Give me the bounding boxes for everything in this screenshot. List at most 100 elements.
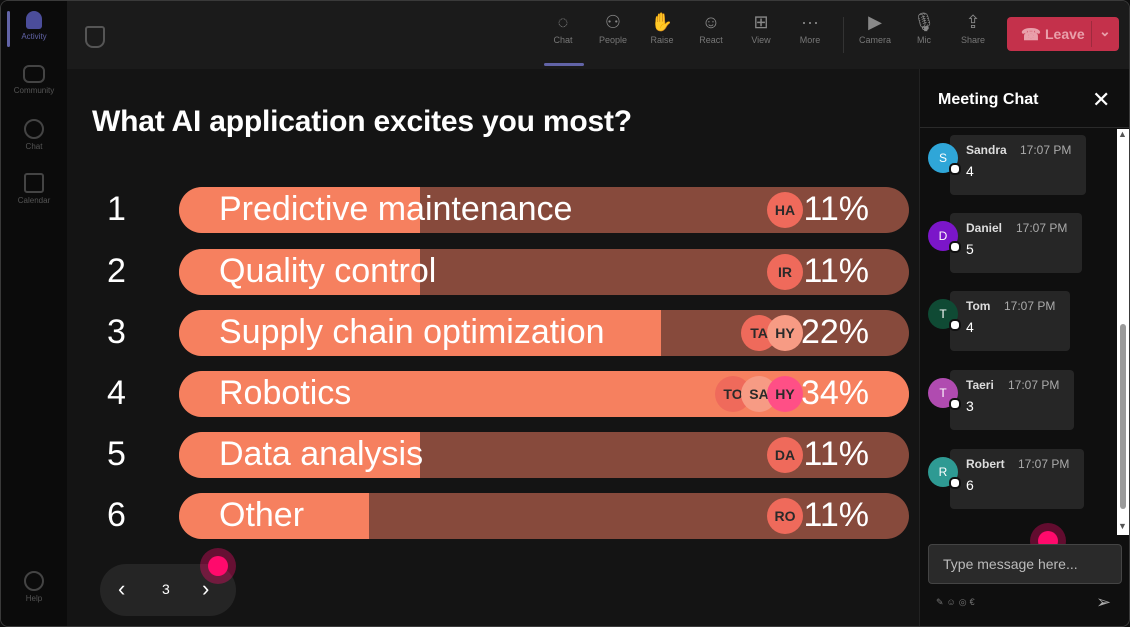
rail-item-chat[interactable]: Chat: [1, 119, 67, 151]
option-bar: Supply chain optimization TA HY 22%: [179, 310, 909, 356]
scroll-thumb[interactable]: [1120, 324, 1126, 509]
people-icon: ⚇: [604, 12, 622, 32]
chat-message[interactable]: Tom 17:07 PM 4: [950, 291, 1070, 351]
message-time: 17:07 PM: [1020, 143, 1072, 157]
rail-item-label: Calendar: [17, 196, 51, 205]
chat-icon: [24, 119, 44, 139]
more-icon: ···: [801, 12, 819, 32]
gif-icon[interactable]: ◎: [958, 597, 970, 607]
avatar-initial: S: [938, 151, 947, 165]
option-number: 5: [107, 435, 126, 473]
sticker-icon[interactable]: €: [969, 597, 978, 607]
scroll-down-icon[interactable]: ▼: [1118, 521, 1127, 531]
option-bar: Predictive maintenance HA 11%: [179, 187, 909, 233]
community-icon: [23, 65, 45, 83]
chat-scrollbar[interactable]: ▲ ▼: [1117, 129, 1129, 535]
smiley-icon: ☺: [701, 12, 721, 32]
hand-icon: ✋: [650, 12, 674, 32]
option-label: Predictive maintenance: [219, 190, 573, 228]
chat-message[interactable]: Daniel 17:07 PM 5: [950, 213, 1082, 273]
option-percentage: 11%: [803, 252, 869, 290]
chat-message[interactable]: Robert 17:07 PM 6: [950, 449, 1084, 509]
toolbar-button-label: View: [751, 35, 771, 45]
option-percentage: 34%: [800, 374, 869, 412]
presence-dot: [949, 477, 961, 489]
toolbar-button-label: Camera: [858, 35, 891, 45]
toolbar-camera-button[interactable]: ▶ Camera: [851, 9, 899, 61]
leave-button[interactable]: ☎ Leave ⌄: [1007, 17, 1119, 51]
rail-item-label: Community: [13, 86, 55, 95]
option-label: Data analysis: [219, 435, 424, 473]
shield-icon: [85, 26, 105, 48]
toolbar-people-button[interactable]: ⚇ People: [589, 9, 637, 61]
bell-icon: [26, 11, 42, 29]
message-time: 17:07 PM: [1016, 221, 1068, 235]
toolbar-raise-button[interactable]: ✋ Raise: [638, 9, 686, 61]
toolbar-react-button[interactable]: ☺ React: [687, 9, 735, 61]
toolbar-share-button[interactable]: ⇪ Share: [949, 9, 997, 61]
avatar-initial: R: [938, 465, 948, 479]
share-icon: ⇪: [965, 12, 981, 32]
avatar: D: [928, 221, 961, 253]
rail-item-activity[interactable]: Activity: [1, 11, 67, 41]
voter-avatar: HY: [767, 315, 803, 351]
avatar: R: [928, 457, 961, 489]
message-text: 6: [966, 477, 974, 493]
option-number: 2: [107, 252, 126, 290]
rail-item-label: Activity: [21, 32, 47, 41]
avatar-initial: T: [939, 307, 947, 321]
option-label: Supply chain optimization: [219, 313, 605, 351]
avatar: S: [928, 143, 961, 175]
meeting-toolbar: ◌ Chat ⚇ People ✋ Raise ☺ React ⊞ View ·…: [67, 1, 1129, 69]
rail-item-community[interactable]: Community: [1, 65, 67, 95]
emoji-icon[interactable]: ☺: [946, 597, 959, 607]
option-label: Quality control: [219, 252, 437, 290]
poll-question: What AI application excites you most?: [92, 105, 632, 138]
rail-item-calendar[interactable]: Calendar: [1, 173, 67, 205]
mic-icon: 🎙: [912, 12, 936, 32]
format-icon[interactable]: ✎: [936, 597, 947, 607]
active-tab-indicator: [544, 63, 584, 66]
message-text: 4: [966, 163, 974, 179]
formatting-icons[interactable]: ✎☺◎€: [936, 597, 978, 608]
page-number: 3: [162, 581, 170, 597]
option-bar-fill: [179, 187, 420, 233]
chat-message[interactable]: Sandra 17:07 PM 4: [950, 135, 1086, 195]
chat-divider: [920, 127, 1129, 128]
chat-title: Meeting Chat: [938, 91, 1039, 108]
chevron-right-icon[interactable]: ›: [202, 576, 210, 601]
close-icon[interactable]: ✕: [1092, 87, 1111, 112]
presence-dot: [949, 398, 961, 410]
message-author: Sandra: [966, 143, 1007, 157]
option-bar-fill: [179, 493, 369, 539]
rail-item-help[interactable]: Help: [1, 571, 67, 603]
rail-item-label: Chat: [25, 142, 43, 151]
message-author: Daniel: [966, 221, 1003, 235]
camera-off-icon: ▶: [868, 12, 882, 32]
option-label: Other: [219, 496, 305, 534]
message-author: Taeri: [966, 378, 994, 392]
option-bar-fill: [179, 432, 420, 478]
chevron-down-icon[interactable]: ⌄: [1099, 23, 1111, 39]
presence-dot: [949, 163, 961, 175]
help-icon: [24, 571, 44, 591]
message-author: Tom: [966, 299, 991, 313]
option-number: 6: [107, 496, 126, 534]
toolbar-button-label: Share: [960, 35, 986, 45]
message-input[interactable]: [928, 544, 1122, 584]
scroll-up-icon[interactable]: ▲: [1118, 129, 1127, 139]
option-number: 3: [107, 313, 126, 351]
rail-active-indicator: [7, 11, 10, 47]
send-icon[interactable]: ➢: [1096, 592, 1112, 612]
toolbar-view-button[interactable]: ⊞ View: [737, 9, 785, 61]
toolbar-chat-button[interactable]: ◌ Chat: [539, 9, 587, 61]
grid-icon: ⊞: [753, 12, 769, 32]
toolbar-more-button[interactable]: ··· More: [786, 9, 834, 61]
voter-avatar: HA: [767, 192, 803, 228]
chat-message[interactable]: Taeri 17:07 PM 3: [950, 370, 1074, 430]
option-bar-fill: [179, 310, 661, 356]
chevron-left-icon[interactable]: ‹: [118, 576, 126, 601]
option-percentage: 11%: [803, 190, 869, 228]
toolbar-mic-button[interactable]: 🎙 Mic: [900, 9, 948, 61]
